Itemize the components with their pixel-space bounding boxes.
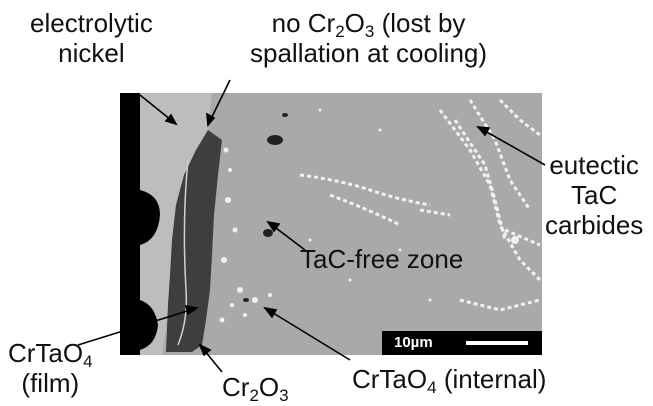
label-no-cr2o3: no Cr2O3 (lost by spallation at cooling) bbox=[250, 8, 487, 68]
label-eutectic: eutectic bbox=[549, 150, 639, 180]
label-electrolytic-nickel: electrolytic nickel bbox=[30, 8, 153, 68]
label-carbides: carbides bbox=[545, 210, 644, 240]
scale-bar-label: 10µm bbox=[394, 334, 433, 351]
pores bbox=[243, 113, 288, 302]
arrow-cr2o3-head bbox=[198, 343, 212, 357]
scale-bar: 10µm bbox=[382, 331, 542, 355]
label-crtao4-internal: CrTaO4 (internal) bbox=[352, 364, 547, 397]
label-electrolytic: electrolytic bbox=[30, 8, 153, 38]
internal-oxide-particles bbox=[219, 147, 272, 323]
arrow-no-cr2o3-head bbox=[206, 112, 216, 127]
nickel-gap-lower bbox=[140, 300, 158, 350]
scale-bar-line bbox=[466, 341, 528, 345]
label-cr2o3: Cr2O3 bbox=[222, 372, 289, 405]
label-crtao4-film-line1: CrTaO4 bbox=[8, 338, 93, 371]
crtao4-film-trace bbox=[177, 159, 189, 346]
label-no-cr2o3-line2: spallation at cooling) bbox=[250, 38, 488, 68]
label-nickel: nickel bbox=[58, 38, 125, 68]
label-no-cr2o3-line1: no Cr2O3 (lost by bbox=[271, 8, 466, 41]
nickel-gap bbox=[140, 190, 160, 245]
arrow-crtao4-film bbox=[77, 307, 198, 346]
arrow-eutectic-head bbox=[476, 126, 491, 137]
label-crtao4-film: CrTaO4 (film) bbox=[8, 338, 93, 398]
arrow-crtao4-internal-head bbox=[263, 306, 278, 319]
arrow-nickel-head bbox=[164, 113, 178, 126]
annotation-arrows bbox=[77, 79, 546, 373]
eutectic-carbides bbox=[299, 98, 542, 312]
oxide-layer bbox=[166, 130, 222, 352]
arrow-crtao4-internal bbox=[264, 307, 351, 361]
label-crtao4-film-line2: (film) bbox=[21, 368, 80, 398]
label-tac-free-zone: TaC-free zone bbox=[300, 244, 464, 274]
arrow-tac-free-head bbox=[266, 220, 281, 233]
label-tac: TaC bbox=[571, 180, 618, 210]
arrow-crtao4-film-head bbox=[184, 304, 200, 316]
label-eutectic-tac-carbides: eutectic TaC carbides bbox=[545, 150, 643, 240]
arrow-eutectic bbox=[477, 126, 546, 166]
mount-background bbox=[120, 93, 140, 355]
carbide-specks bbox=[308, 108, 519, 302]
electrolytic-nickel-layer bbox=[140, 93, 212, 355]
